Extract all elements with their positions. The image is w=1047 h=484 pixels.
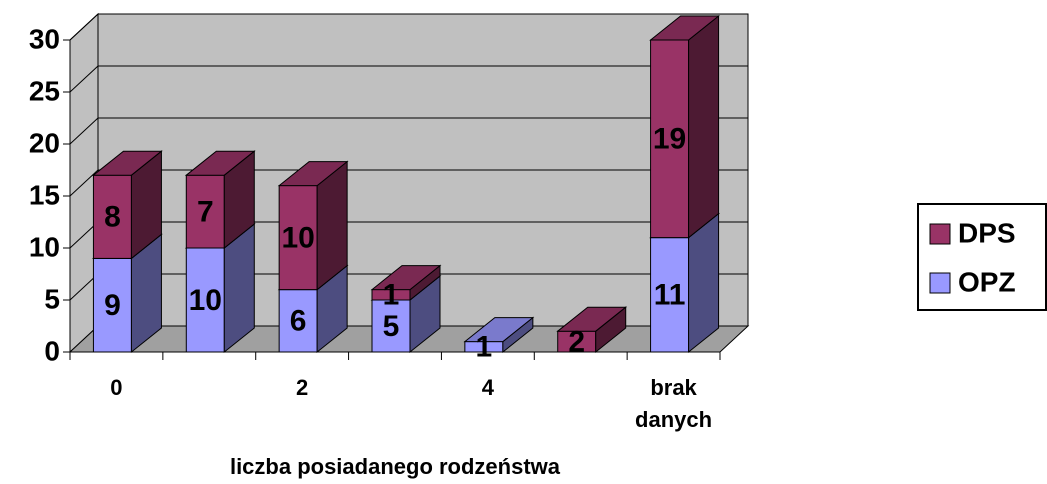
- data-label: 6: [290, 305, 307, 338]
- legend-label: DPS: [958, 217, 1016, 248]
- bar: [278, 289, 318, 353]
- data-label: 9: [104, 289, 121, 322]
- data-label: 7: [197, 196, 214, 229]
- bar-top: [556, 306, 628, 332]
- data-label: 2: [568, 326, 585, 359]
- legend-swatch: [929, 272, 951, 294]
- bar-top: [370, 265, 442, 291]
- data-label: 1: [383, 279, 400, 312]
- bar: [650, 237, 690, 353]
- x-tick-label: 0: [110, 375, 123, 400]
- bar-top: [649, 15, 720, 41]
- legend-swatch: [929, 223, 951, 245]
- data-label: 5: [383, 310, 400, 343]
- x-tick-label: 4: [481, 375, 494, 400]
- data-label: 10: [281, 222, 314, 255]
- grid-line: [69, 13, 99, 41]
- y-tick-label: 15: [29, 179, 60, 210]
- x-tick-label: 2: [296, 375, 309, 400]
- data-label: 8: [104, 201, 121, 234]
- x-tick-label: brak danych: [635, 375, 713, 432]
- grid-line: [69, 169, 99, 197]
- bar: [185, 174, 225, 249]
- bar-top: [463, 317, 535, 343]
- y-tick-label: 10: [29, 231, 60, 262]
- bar: [650, 39, 690, 239]
- data-label: 10: [189, 284, 222, 317]
- bar-top: [277, 161, 349, 187]
- bar-top: [92, 150, 163, 176]
- x-axis-title: liczba posiadanego rodzeństwa: [230, 454, 561, 479]
- data-label: 1: [476, 331, 493, 364]
- legend-label: OPZ: [958, 266, 1016, 297]
- y-tick-label: 25: [29, 75, 60, 106]
- grid-line: [69, 117, 99, 145]
- grid-line: [69, 65, 99, 93]
- data-label: 11: [654, 279, 686, 312]
- data-label: 19: [653, 123, 686, 156]
- bar-side: [688, 14, 720, 239]
- y-tick-label: 30: [29, 23, 60, 54]
- y-tick-label: 20: [29, 127, 60, 158]
- y-tick-label: 0: [44, 335, 60, 366]
- bar-top: [184, 150, 256, 176]
- bar: [92, 174, 132, 259]
- y-tick-label: 5: [44, 283, 60, 314]
